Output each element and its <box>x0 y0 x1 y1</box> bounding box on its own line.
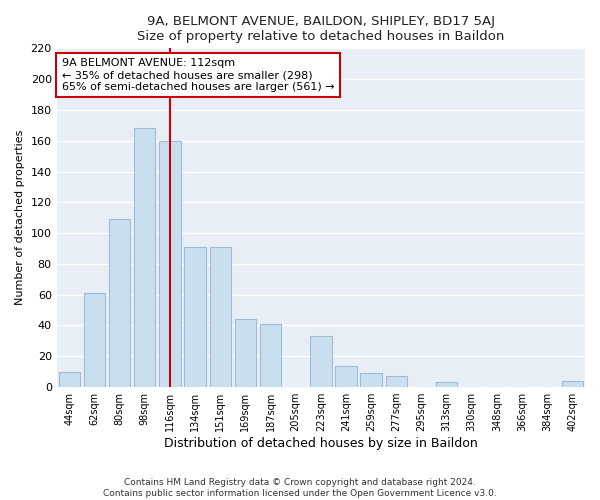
Bar <box>84 293 105 387</box>
Bar <box>436 382 457 387</box>
Bar <box>562 381 583 387</box>
Bar <box>310 336 332 387</box>
Bar <box>260 324 281 387</box>
Bar <box>134 128 155 387</box>
Bar <box>235 320 256 387</box>
Bar <box>59 372 80 387</box>
Bar <box>335 366 356 387</box>
Bar <box>159 140 181 387</box>
Bar <box>386 376 407 387</box>
Title: 9A, BELMONT AVENUE, BAILDON, SHIPLEY, BD17 5AJ
Size of property relative to deta: 9A, BELMONT AVENUE, BAILDON, SHIPLEY, BD… <box>137 15 505 43</box>
Text: 9A BELMONT AVENUE: 112sqm
← 35% of detached houses are smaller (298)
65% of semi: 9A BELMONT AVENUE: 112sqm ← 35% of detac… <box>62 58 335 92</box>
X-axis label: Distribution of detached houses by size in Baildon: Distribution of detached houses by size … <box>164 437 478 450</box>
Bar <box>361 373 382 387</box>
Bar <box>209 247 231 387</box>
Bar <box>184 247 206 387</box>
Y-axis label: Number of detached properties: Number of detached properties <box>15 130 25 306</box>
Text: Contains HM Land Registry data © Crown copyright and database right 2024.
Contai: Contains HM Land Registry data © Crown c… <box>103 478 497 498</box>
Bar <box>109 219 130 387</box>
